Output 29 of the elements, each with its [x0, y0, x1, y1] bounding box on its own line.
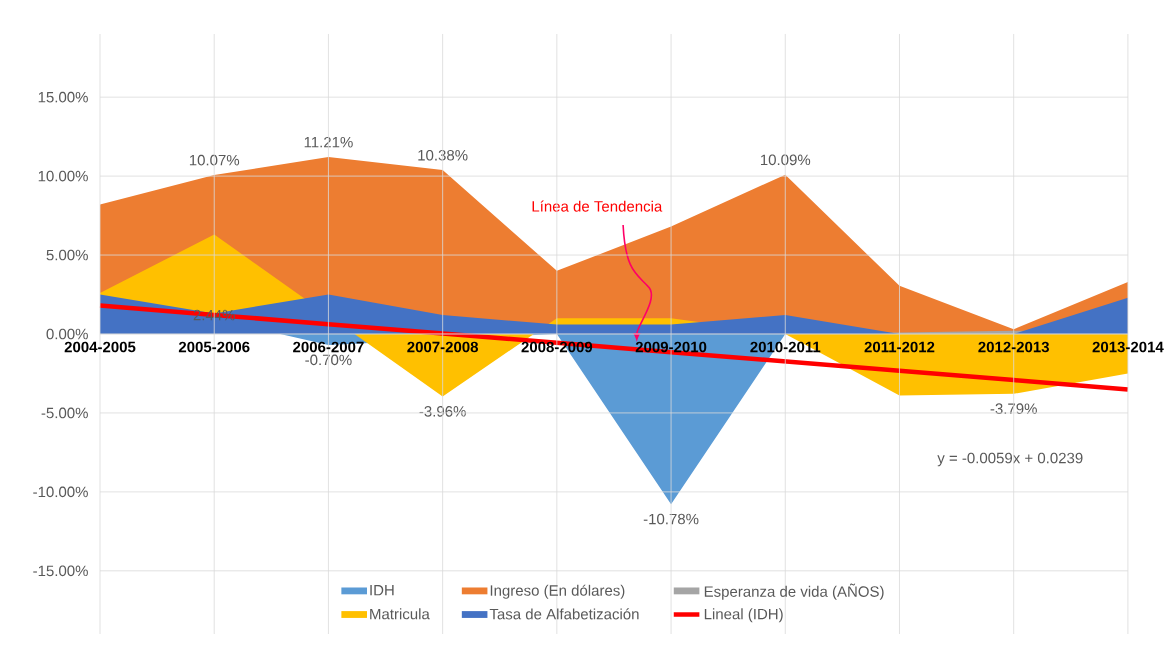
- annotation: 10.38%: [418, 149, 468, 161]
- legend-label: IDH: [370, 585, 394, 596]
- x-tick-label: 2004-2005: [64, 341, 136, 353]
- x-tick-label: 2010-2011: [750, 341, 821, 353]
- y-tick-label: 0.00%: [46, 328, 88, 340]
- legend-label: Tasa de Alfabetización: [489, 608, 639, 620]
- x-tick-label: 2012-2013: [978, 341, 1049, 353]
- annotation: Línea de Tendencia: [532, 200, 663, 212]
- annotation: 10.09%: [760, 154, 811, 166]
- legend-label: Ingreso (En dólares): [490, 584, 625, 599]
- y-tick-label: 15.00%: [38, 91, 88, 103]
- y-tick-label: 10.00%: [38, 170, 88, 182]
- annotation: -3.79%: [990, 403, 1037, 414]
- x-tick-label: 2005-2006: [178, 341, 250, 353]
- y-tick-label: -10.00%: [33, 486, 88, 498]
- legend-label: Matricula: [370, 608, 430, 620]
- annotation: 10.07%: [189, 154, 240, 166]
- y-tick-label: -15.00%: [33, 565, 88, 577]
- annotation: 11.21%: [304, 136, 353, 148]
- annotation: -0.70%: [305, 354, 352, 366]
- annotation: y = -0.0059x + 0.0239: [937, 452, 1083, 467]
- y-tick-label: 5.00%: [46, 249, 88, 261]
- legend-label: Esperanza de vida (AÑOS): [704, 583, 884, 600]
- x-tick-label: 2006-2007: [293, 341, 364, 353]
- annotation: -3.96%: [419, 406, 466, 417]
- x-tick-label: 2009-2010: [635, 341, 707, 353]
- annotation: -10.78%: [643, 513, 699, 525]
- legend-label: Lineal (IDH): [704, 608, 783, 623]
- y-tick-label: -5.00%: [41, 407, 88, 419]
